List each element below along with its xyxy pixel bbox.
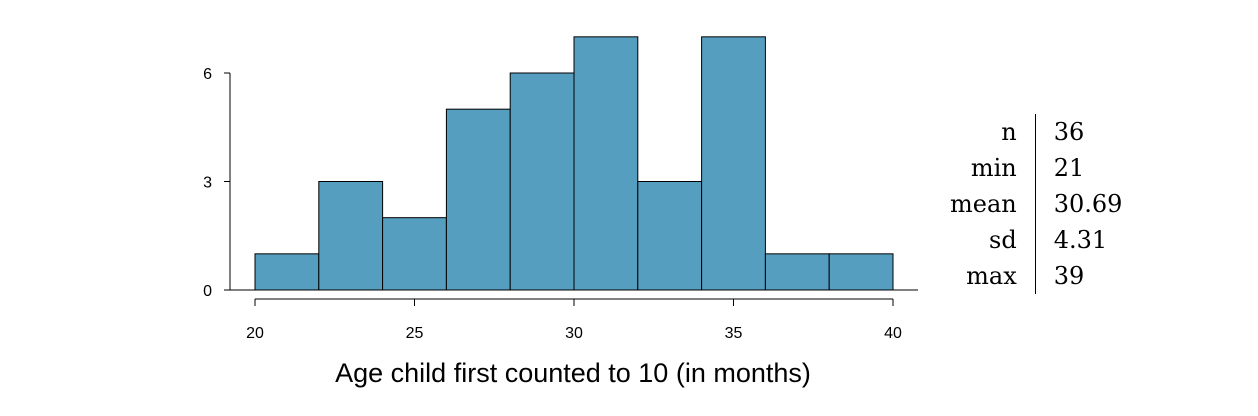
stat-value: 21 <box>1034 150 1123 186</box>
histogram-bar-34-36 <box>701 36 766 291</box>
stat-row-mean: mean 30.69 <box>950 186 1123 222</box>
histogram-bar-26-28 <box>445 108 511 291</box>
histogram-bar-36-38 <box>764 253 830 291</box>
summary-stats-table: n 36 min 21 mean 30.69 sd 4.31 max 39 <box>950 114 1123 294</box>
stat-label: mean <box>950 190 1017 218</box>
x-tick-label-20: 20 <box>246 325 264 342</box>
stat-label: min <box>970 154 1017 182</box>
y-tick-label-0: 0 <box>203 283 212 300</box>
stat-row-min: min 21 <box>950 150 1123 186</box>
stat-row-sd: sd 4.31 <box>950 222 1123 258</box>
histogram-bar-20-22 <box>254 253 320 291</box>
stat-row-n: n 36 <box>950 114 1123 150</box>
histogram-bar-28-30 <box>509 72 575 291</box>
x-axis: 20 25 30 35 40 <box>246 298 902 342</box>
x-tick-label-35: 35 <box>725 325 743 342</box>
y-tick-label-3: 3 <box>203 175 212 192</box>
y-axis: 0 3 6 <box>203 66 231 300</box>
stat-label: n <box>1001 118 1017 146</box>
bars-group <box>254 36 894 291</box>
stat-value: 36 <box>1034 114 1123 150</box>
x-tick-label-30: 30 <box>565 325 583 342</box>
histogram-bar-30-32 <box>573 36 639 291</box>
stat-value: 39 <box>1034 258 1123 294</box>
histogram-bar-22-24 <box>318 181 384 291</box>
histogram-bar-32-34 <box>637 181 703 291</box>
stat-value: 4.31 <box>1034 222 1123 258</box>
stat-value: 30.69 <box>1034 186 1123 222</box>
stat-label: max <box>966 262 1017 290</box>
stat-row-max: max 39 <box>950 258 1123 294</box>
x-axis-label: Age child first counted to 10 (in months… <box>335 358 811 388</box>
x-tick-label-25: 25 <box>406 325 424 342</box>
x-tick-label-40: 40 <box>884 325 902 342</box>
histogram-bar-24-26 <box>382 217 447 291</box>
y-tick-label-6: 6 <box>203 66 212 83</box>
stat-label: sd <box>989 226 1017 254</box>
histogram-bar-38-40 <box>828 253 894 291</box>
